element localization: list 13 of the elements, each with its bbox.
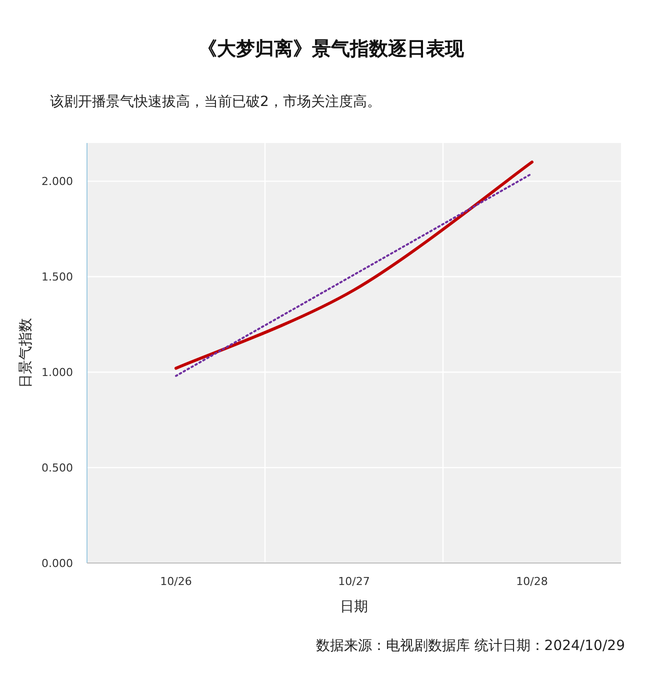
source-note: 数据来源：电视剧数据库 统计日期：2024/10/29 [316, 638, 625, 654]
y-tick-label: 0.500 [42, 462, 73, 475]
y-tick-label: 1.000 [42, 366, 73, 380]
y-tick-label: 2.000 [42, 175, 73, 188]
chart-title: 《大梦归离》景气指数逐日表现 [198, 38, 465, 60]
y-tick-label: 1.500 [42, 270, 73, 284]
chart-subtitle: 该剧开播景气快速拔高，当前已破2，市场关注度高。 [50, 94, 381, 110]
x-tick-label: 10/27 [338, 575, 370, 588]
y-axis-title: 日景气指数 [18, 318, 34, 388]
y-tick-label: 0.000 [42, 557, 73, 570]
x-axis-title: 日期 [340, 599, 368, 615]
x-tick-label: 10/26 [160, 575, 192, 588]
x-tick-label: 10/28 [516, 575, 548, 588]
